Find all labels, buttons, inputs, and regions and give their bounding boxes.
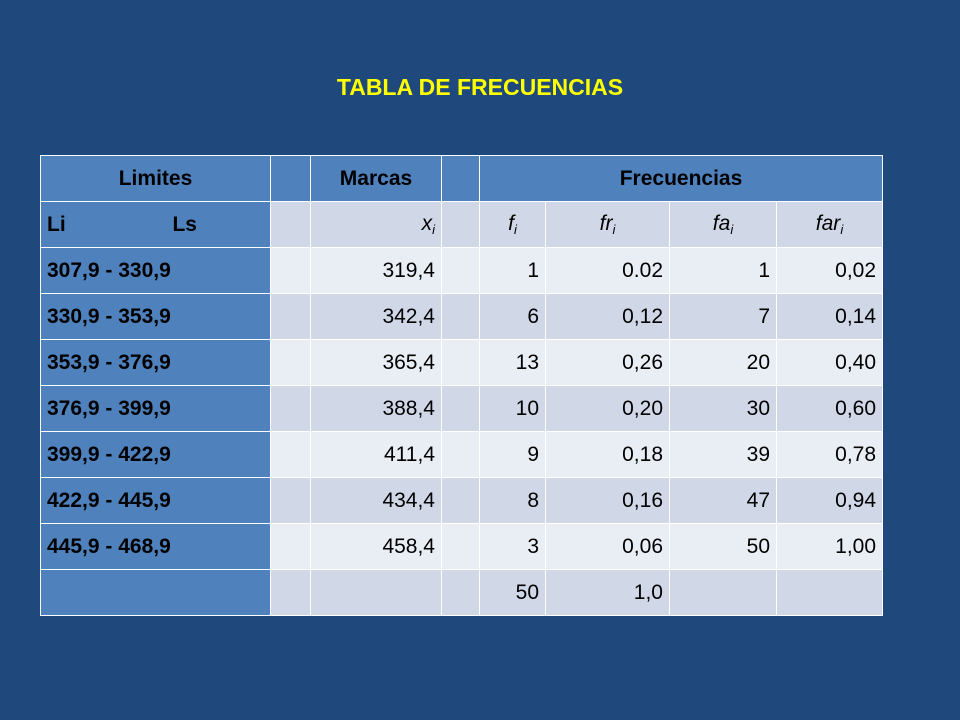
limits-cell: 399,9 - 422,9 bbox=[40, 431, 271, 478]
spacer-cell bbox=[441, 339, 480, 386]
fi-cell: 9 bbox=[479, 431, 546, 478]
fi-cell: 10 bbox=[479, 385, 546, 432]
mark-cell: 365,4 bbox=[310, 339, 442, 386]
total-fri: 1,0 bbox=[545, 569, 670, 616]
fai-cell: 30 bbox=[669, 385, 777, 432]
spacer-cell bbox=[270, 431, 311, 478]
limits-cell: 330,9 - 353,9 bbox=[40, 293, 271, 340]
spacer-cell bbox=[441, 477, 480, 524]
spacer-cell bbox=[270, 247, 311, 294]
fri-cell: 0,20 bbox=[545, 385, 670, 432]
subheader-fai: fai bbox=[669, 201, 777, 248]
subheader-fi: fi bbox=[479, 201, 546, 248]
spacer-cell bbox=[441, 523, 480, 570]
totals-row: 50 1,0 bbox=[40, 569, 884, 616]
limits-cell: 353,9 - 376,9 bbox=[40, 339, 271, 386]
limits-cell: 445,9 - 468,9 bbox=[40, 523, 271, 570]
limits-cell: 376,9 - 399,9 bbox=[40, 385, 271, 432]
fi-cell: 8 bbox=[479, 477, 546, 524]
header-frecuencias: Frecuencias bbox=[478, 155, 884, 202]
table-row: 399,9 - 422,9 411,4 9 0,18 39 0,78 bbox=[40, 431, 884, 478]
fi-cell: 3 bbox=[479, 523, 546, 570]
fri-cell: 0.02 bbox=[545, 247, 670, 294]
total-fi: 50 bbox=[479, 569, 546, 616]
table-row: 422,9 - 445,9 434,4 8 0,16 47 0,94 bbox=[40, 477, 884, 524]
spacer-cell bbox=[270, 477, 311, 524]
limits-cell: 422,9 - 445,9 bbox=[40, 477, 271, 524]
spacer-cell bbox=[441, 385, 480, 432]
limits-cell: 307,9 - 330,9 bbox=[40, 247, 271, 294]
fi-cell: 1 bbox=[479, 247, 546, 294]
header-limites: Limites bbox=[40, 155, 271, 202]
mark-cell: 434,4 bbox=[310, 477, 442, 524]
spacer-cell bbox=[441, 201, 480, 248]
mark-cell: 319,4 bbox=[310, 247, 442, 294]
spacer-cell bbox=[441, 569, 480, 616]
totals-fai-cell bbox=[669, 569, 777, 616]
fri-cell: 0,16 bbox=[545, 477, 670, 524]
totals-fari-cell bbox=[775, 569, 884, 616]
spacer-cell bbox=[270, 201, 311, 248]
totals-label-cell bbox=[40, 569, 271, 616]
table-body: 307,9 - 330,9 319,4 1 0.02 1 0,02 330,9 - 353,… bbox=[40, 247, 884, 570]
header-spacer bbox=[270, 155, 311, 202]
subheader-ls: Ls bbox=[172, 212, 197, 236]
mark-cell: 458,4 bbox=[310, 523, 442, 570]
spacer-cell bbox=[270, 339, 311, 386]
mark-cell: 342,4 bbox=[310, 293, 442, 340]
fri-cell: 0,12 bbox=[545, 293, 670, 340]
fai-cell: 50 bbox=[669, 523, 777, 570]
fri-cell: 0,06 bbox=[545, 523, 670, 570]
fari-cell: 0,60 bbox=[775, 385, 884, 432]
fari-cell: 0,14 bbox=[775, 293, 884, 340]
totals-mark-cell bbox=[310, 569, 442, 616]
spacer-cell bbox=[441, 431, 480, 478]
fri-cell: 0,26 bbox=[545, 339, 670, 386]
fai-cell: 47 bbox=[669, 477, 777, 524]
table-row: 445,9 - 468,9 458,4 3 0,06 50 1,00 bbox=[40, 523, 884, 570]
spacer-cell bbox=[270, 523, 311, 570]
fari-cell: 0,40 bbox=[775, 339, 884, 386]
fi-cell: 13 bbox=[479, 339, 546, 386]
header-spacer bbox=[441, 155, 480, 202]
table-row: 330,9 - 353,9 342,4 6 0,12 7 0,14 bbox=[40, 293, 884, 340]
mark-cell: 411,4 bbox=[310, 431, 442, 478]
fai-cell: 39 bbox=[669, 431, 777, 478]
spacer-cell bbox=[441, 293, 480, 340]
spacer-cell bbox=[270, 385, 311, 432]
fri-cell: 0,18 bbox=[545, 431, 670, 478]
table-row: 307,9 - 330,9 319,4 1 0.02 1 0,02 bbox=[40, 247, 884, 294]
fari-cell: 1,00 bbox=[775, 523, 884, 570]
fari-cell: 0,02 bbox=[775, 247, 884, 294]
spacer-cell bbox=[270, 569, 311, 616]
subheader-li-ls: Li Ls bbox=[40, 201, 271, 248]
fari-cell: 0,94 bbox=[775, 477, 884, 524]
frequency-table: Limites Marcas Frecuencias Li Ls xi fi f… bbox=[40, 155, 884, 616]
fai-cell: 20 bbox=[669, 339, 777, 386]
subheader-li: Li bbox=[47, 212, 66, 236]
subheader-fari: fari bbox=[775, 201, 884, 248]
fai-cell: 7 bbox=[669, 293, 777, 340]
table-row: 353,9 - 376,9 365,4 13 0,26 20 0,40 bbox=[40, 339, 884, 386]
header-row: Limites Marcas Frecuencias bbox=[40, 155, 884, 202]
header-marcas: Marcas bbox=[310, 155, 442, 202]
subheader-fri: fri bbox=[545, 201, 670, 248]
spacer-cell bbox=[270, 293, 311, 340]
spacer-cell bbox=[441, 247, 480, 294]
subheader-xi: xi bbox=[310, 201, 442, 248]
subheader-row: Li Ls xi fi fri fai fari bbox=[40, 201, 884, 248]
slide-title: TABLA DE FRECUENCIAS bbox=[336, 74, 624, 100]
fai-cell: 1 bbox=[669, 247, 777, 294]
fari-cell: 0,78 bbox=[775, 431, 884, 478]
mark-cell: 388,4 bbox=[310, 385, 442, 432]
fi-cell: 6 bbox=[479, 293, 546, 340]
table-row: 376,9 - 399,9 388,4 10 0,20 30 0,60 bbox=[40, 385, 884, 432]
